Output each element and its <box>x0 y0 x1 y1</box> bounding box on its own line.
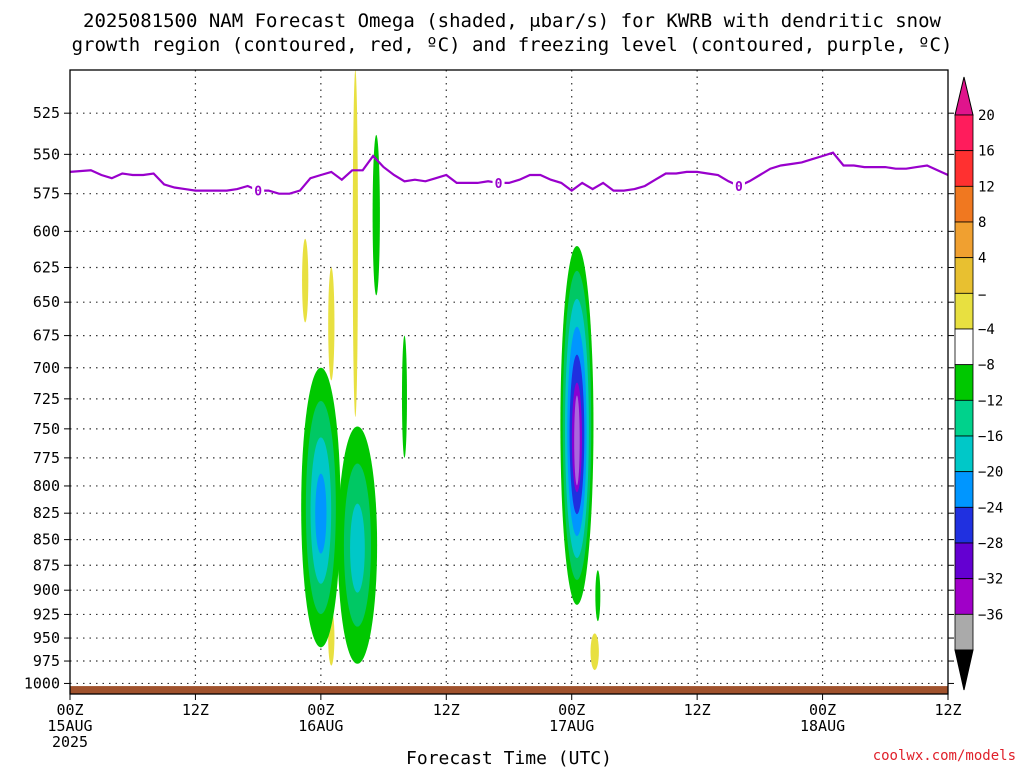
y-tick-label-925: 925 <box>33 605 60 623</box>
colorbar-segment-5 <box>954 292 974 330</box>
colorbar-segment-1 <box>954 150 974 187</box>
y-tick-label-950: 950 <box>33 629 60 647</box>
colorbar-label-4: 4 <box>978 251 986 267</box>
colorbar-segment-10 <box>954 471 974 508</box>
freezing-level-label-bg-0 <box>252 182 265 199</box>
y-tick-label-725: 725 <box>33 390 60 408</box>
y-tick-label-650: 650 <box>33 293 60 311</box>
colorbar-segment-0 <box>954 114 974 152</box>
omega-yellow-cell-2 <box>352 70 358 417</box>
y-axis-ticks: 525 550 575 600 625 650 675 700 725 750 775 800 825 8… <box>24 104 954 692</box>
freezing-level-line <box>69 151 949 195</box>
x-axis-label: Forecast Time (UTC) <box>406 748 612 768</box>
omega-green-cell-3 <box>372 134 380 296</box>
colorbar-segment-8 <box>954 399 974 437</box>
colorbar-segment-11 <box>954 506 974 544</box>
y-tick-label-550: 550 <box>33 145 60 163</box>
freezing-level-label-1: 0 <box>495 177 503 192</box>
y-tick-label-625: 625 <box>33 258 60 276</box>
colorbar-bottom-arrow <box>954 649 974 691</box>
y-tick-label-1000: 1000 <box>24 674 60 692</box>
y-tick-label-600: 600 <box>33 222 60 240</box>
y-tick-label-750: 750 <box>33 420 60 438</box>
colorbar-label-6: −4 <box>978 322 995 338</box>
chart-title-line-2: growth region (contoured, red, ºC) and f… <box>72 34 953 56</box>
x-tick-label-60-0: 12Z <box>684 701 711 719</box>
chart-title-line-1: 2025081500 NAM Forecast Omega (shaded, μ… <box>83 10 941 32</box>
y-tick-label-875: 875 <box>33 556 60 574</box>
colorbar-segment-13 <box>954 578 974 615</box>
x-tick-label-12-0: 12Z <box>182 701 209 719</box>
colorbar: 20 16 12 8 4 −4 −8 −12 −16 −20 −24 −28 −32 −36 − <box>954 76 1003 691</box>
omega-cell-9-core-1 <box>350 503 365 593</box>
x-tick-label-0-0: 00Z <box>56 701 83 719</box>
x-tick-label-24-0: 00Z <box>307 701 334 719</box>
x-tick-label-84-0: 12Z <box>934 701 961 719</box>
credit-text: coolwx.com/models <box>873 748 1016 764</box>
plot-background <box>70 70 948 694</box>
y-tick-label-975: 975 <box>33 652 60 670</box>
x-tick-label-0-2: 2025 <box>52 733 88 751</box>
colorbar-segment-6 <box>954 328 974 366</box>
colorbar-label-13: −32 <box>978 572 1003 588</box>
omega-cell-8-core-2 <box>315 473 327 554</box>
freezing-level-label-bg-2 <box>732 177 745 194</box>
colorbar-label-9: −16 <box>978 429 1003 445</box>
colorbar-label-14: −36 <box>978 607 1003 623</box>
colorbar-label-10: −20 <box>978 465 1003 481</box>
colorbar-segment-9 <box>954 435 974 473</box>
plot-frame <box>69 69 949 695</box>
plot-border <box>69 69 949 695</box>
y-tick-label-800: 800 <box>33 477 60 495</box>
omega-green-cell-7 <box>595 570 601 622</box>
colorbar-label-11: −24 <box>978 500 1003 516</box>
y-tick-label-700: 700 <box>33 359 60 377</box>
omega-cell-10-core-5 <box>574 395 580 486</box>
plot-area <box>70 70 948 694</box>
x-tick-label-48-0: 00Z <box>558 701 585 719</box>
omega-yellow-cell-1 <box>328 267 335 381</box>
colorbar-segment-12 <box>954 542 974 580</box>
colorbar-label-5: − <box>978 287 986 303</box>
x-tick-label-48-1: 17AUG <box>549 717 594 735</box>
freezing-level-label-bg-1 <box>492 174 505 191</box>
x-tick-label-36-0: 12Z <box>433 701 460 719</box>
x-tick-label-72-0: 00Z <box>809 701 836 719</box>
omega-yellow-cell-0 <box>302 238 309 323</box>
colorbar-label-3: 8 <box>978 215 986 231</box>
y-tick-label-675: 675 <box>33 327 60 345</box>
freezing-level-label-0: 0 <box>254 185 262 200</box>
colorbar-top-arrow <box>954 76 974 116</box>
omega-green-cell-4 <box>401 335 407 458</box>
ground-layer <box>70 686 948 694</box>
x-tick-label-72-1: 18AUG <box>800 717 845 735</box>
y-tick-label-775: 775 <box>33 449 60 467</box>
colorbar-label-8: −12 <box>978 393 1003 409</box>
y-tick-label-850: 850 <box>33 531 60 549</box>
y-tick-label-900: 900 <box>33 581 60 599</box>
y-tick-label-825: 825 <box>33 504 60 522</box>
ground-strip <box>70 686 948 694</box>
colorbar-segment-2 <box>954 185 974 223</box>
y-tick-label-525: 525 <box>33 104 60 122</box>
colorbar-label-12: −28 <box>978 536 1003 552</box>
colorbar-segment-7 <box>954 364 974 401</box>
x-tick-label-0-1: 15AUG <box>47 717 92 735</box>
colorbar-label-1: 16 <box>978 144 995 160</box>
colorbar-label-2: 12 <box>978 179 995 195</box>
colorbar-label-7: −8 <box>978 358 995 374</box>
y-tick-label-575: 575 <box>33 185 60 203</box>
freezing-level-contour: 0 0 0 <box>69 151 949 200</box>
colorbar-segment-4 <box>954 257 974 294</box>
colorbar-segment-14 <box>954 613 974 651</box>
omega-shading <box>301 70 601 671</box>
colorbar-label-0: 20 <box>978 108 995 124</box>
colorbar-segment-3 <box>954 221 974 259</box>
x-tick-label-24-1: 16AUG <box>298 717 343 735</box>
freezing-level-label-2: 0 <box>735 180 743 195</box>
omega-yellow-cell-6 <box>590 633 599 671</box>
